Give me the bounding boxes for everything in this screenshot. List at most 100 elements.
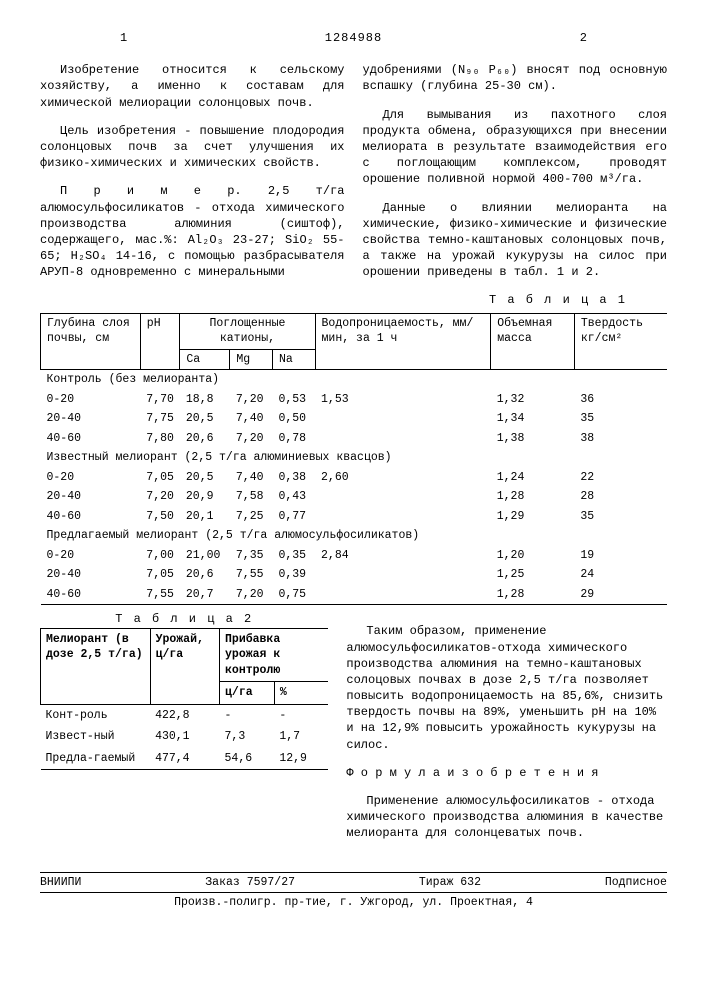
t1-h-ca: Ca xyxy=(180,349,230,370)
t1-cell: 0,53 xyxy=(272,390,315,410)
table2-caption: Т а б л и ц а 2 xyxy=(40,611,328,627)
left-p1: Изобретение относится к сельскому хозяйс… xyxy=(40,62,345,111)
t1-cell: 1,29 xyxy=(491,507,575,527)
footer-addr: Произв.-полигр. пр-тие, г. Ужгород, ул. … xyxy=(40,893,667,911)
t1-cell: 20,9 xyxy=(180,487,230,507)
t1-cell: 24 xyxy=(574,565,667,585)
t1-cell: 0,78 xyxy=(272,429,315,449)
t1-h-depth: Глубина слоя почвы, см xyxy=(41,313,141,370)
right-column: удобрениями (N₉₀ P₆₀) вносят под основну… xyxy=(363,50,668,292)
t1-cell: 7,40 xyxy=(230,468,273,488)
t1-cell: 35 xyxy=(574,409,667,429)
t1-cell: 22 xyxy=(574,468,667,488)
t1-cell: 20,1 xyxy=(180,507,230,527)
footer-org: ВНИИПИ xyxy=(40,875,81,891)
t1-cell: 0,35 xyxy=(272,546,315,566)
t1-cell: 7,55 xyxy=(140,585,180,605)
t1-cell xyxy=(315,429,491,449)
t1-cell: 2,60 xyxy=(315,468,491,488)
t2-cell: 54,6 xyxy=(220,748,275,770)
colnum-left: 1 xyxy=(120,30,127,46)
footer: ВНИИПИ Заказ 7597/27 Тираж 632 Подписное… xyxy=(40,872,667,911)
t1-cell: 1,34 xyxy=(491,409,575,429)
left-p2: Цель изобретения - повышение плодородия … xyxy=(40,123,345,172)
t1-cell: 29 xyxy=(574,585,667,605)
t1-cell: 1,24 xyxy=(491,468,575,488)
table1-caption: Т а б л и ц а 1 xyxy=(40,292,667,308)
t1-cell xyxy=(315,409,491,429)
t2-cell: Конт-роль xyxy=(41,704,151,726)
t1-section: Предлагаемый мелиорант (2,5 т/га алюмосу… xyxy=(41,526,668,546)
t2-h-mel: Мелиорант (в дозе 2,5 т/га) xyxy=(41,628,151,704)
t1-cell: 0,43 xyxy=(272,487,315,507)
right-p1: удобрениями (N₉₀ P₆₀) вносят под основну… xyxy=(363,62,668,94)
t1-h-hard: Твердость кг/см² xyxy=(574,313,667,370)
t2-cell: Извест-ный xyxy=(41,726,151,748)
t1-cell: 36 xyxy=(574,390,667,410)
bottom-right-text: Таким образом, применение алюмосульфосил… xyxy=(346,611,667,853)
t1-cell: 7,50 xyxy=(140,507,180,527)
t1-cell: 7,58 xyxy=(230,487,273,507)
t2-cell: 430,1 xyxy=(150,726,219,748)
t1-cell: 7,20 xyxy=(230,429,273,449)
table2: Мелиорант (в дозе 2,5 т/га) Урожай, ц/га… xyxy=(40,628,328,771)
t1-cell: 28 xyxy=(574,487,667,507)
t1-section: Контроль (без мелиоранта) xyxy=(41,370,668,390)
table1: Глубина слоя почвы, см pH Поглощенные ка… xyxy=(40,313,667,606)
t1-cell: 0-20 xyxy=(41,390,141,410)
t2-cell: 1,7 xyxy=(274,726,328,748)
left-p3: П р и м е р. 2,5 т/га алюмосульфосиликат… xyxy=(40,183,345,280)
br-p1: Таким образом, применение алюмосульфосил… xyxy=(346,623,667,753)
t1-cell: 20,7 xyxy=(180,585,230,605)
t2-cell: 7,3 xyxy=(220,726,275,748)
t1-cell: 0,38 xyxy=(272,468,315,488)
t1-cell: 7,05 xyxy=(140,565,180,585)
t1-cell: 7,75 xyxy=(140,409,180,429)
column-page-numbers: 1 1284988 2 xyxy=(40,30,667,46)
footer-sub: Подписное xyxy=(605,875,667,891)
t1-cell: 7,40 xyxy=(230,409,273,429)
t1-cell: 1,28 xyxy=(491,585,575,605)
t2-h-inc: Прибавка урожая к контролю xyxy=(220,628,329,682)
intro-columns: Изобретение относится к сельскому хозяйс… xyxy=(40,50,667,292)
t1-cell: 7,20 xyxy=(230,390,273,410)
t1-cell: 0,50 xyxy=(272,409,315,429)
t1-cell: 1,38 xyxy=(491,429,575,449)
t1-section: Известный мелиорант (2,5 т/га алюминиевы… xyxy=(41,448,668,468)
t2-cell: 477,4 xyxy=(150,748,219,770)
footer-line1: ВНИИПИ Заказ 7597/27 Тираж 632 Подписное xyxy=(40,872,667,894)
t1-cell: 20,6 xyxy=(180,565,230,585)
table2-wrap: Т а б л и ц а 2 Мелиорант (в дозе 2,5 т/… xyxy=(40,611,328,853)
t1-cell xyxy=(315,565,491,585)
t1-cell: 7,05 xyxy=(140,468,180,488)
t1-h-ph: pH xyxy=(140,313,180,370)
t1-cell: 40-60 xyxy=(41,585,141,605)
t1-cell: 20,6 xyxy=(180,429,230,449)
t2-cell: - xyxy=(274,704,328,726)
t1-cell: 21,00 xyxy=(180,546,230,566)
t1-cell: 0-20 xyxy=(41,468,141,488)
t1-cell: 20-40 xyxy=(41,487,141,507)
t1-cell: 7,35 xyxy=(230,546,273,566)
t1-cell xyxy=(315,585,491,605)
t1-cell: 0,77 xyxy=(272,507,315,527)
t1-cell: 38 xyxy=(574,429,667,449)
t2-cell: - xyxy=(220,704,275,726)
t1-cell: 19 xyxy=(574,546,667,566)
t1-cell: 7,25 xyxy=(230,507,273,527)
br-p2: Применение алюмосульфосиликатов - отхода… xyxy=(346,793,667,842)
t1-cell: 2,84 xyxy=(315,546,491,566)
t1-cell: 1,32 xyxy=(491,390,575,410)
footer-order: Заказ 7597/27 xyxy=(205,875,295,891)
t2-cell: 12,9 xyxy=(274,748,328,770)
t1-cell: 7,80 xyxy=(140,429,180,449)
t1-h-mg: Mg xyxy=(230,349,273,370)
colnum-right: 2 xyxy=(580,30,587,46)
t1-cell: 7,20 xyxy=(230,585,273,605)
t1-cell: 1,28 xyxy=(491,487,575,507)
bottom-section: Т а б л и ц а 2 Мелиорант (в дозе 2,5 т/… xyxy=(40,611,667,853)
t1-cell: 20-40 xyxy=(41,565,141,585)
t1-cell: 1,53 xyxy=(315,390,491,410)
t1-cell: 40-60 xyxy=(41,507,141,527)
document-number: 1284988 xyxy=(325,30,382,46)
